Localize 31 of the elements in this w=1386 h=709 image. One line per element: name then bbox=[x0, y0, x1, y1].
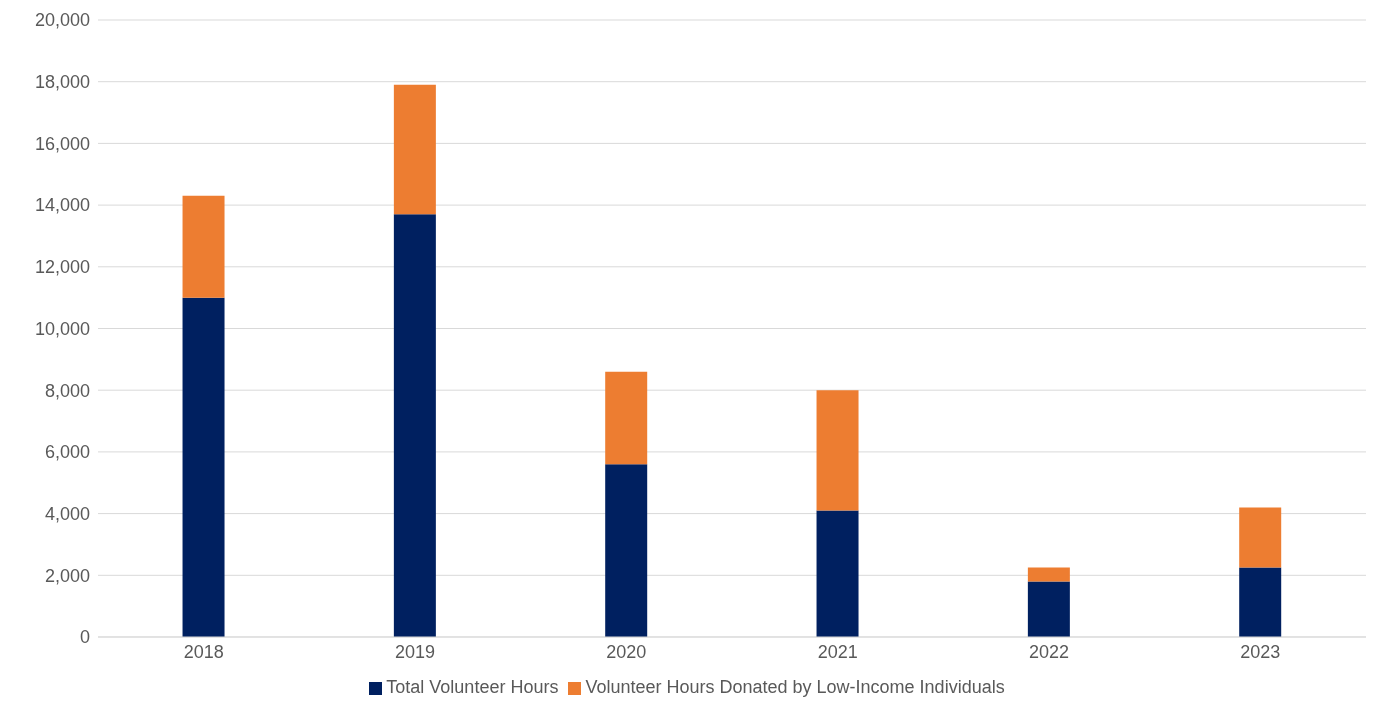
y-tick-label: 6,000 bbox=[44, 442, 90, 463]
y-tick-label: 4,000 bbox=[44, 503, 90, 524]
bar bbox=[182, 195, 225, 298]
y-tick-label: 2,000 bbox=[44, 565, 90, 586]
x-tick-label: 2021 bbox=[817, 641, 858, 662]
x-tick-label: 2020 bbox=[606, 641, 647, 662]
y-tick-label: 18,000 bbox=[34, 72, 90, 93]
x-tick-label: 2023 bbox=[1240, 641, 1281, 662]
bar bbox=[605, 464, 648, 637]
bar bbox=[816, 390, 859, 511]
y-tick-label: 12,000 bbox=[34, 257, 90, 278]
y-tick-label: 0 bbox=[79, 627, 90, 648]
bar bbox=[1239, 567, 1282, 637]
x-tick-label: 2019 bbox=[394, 641, 436, 662]
x-tick-label: 2022 bbox=[1028, 641, 1070, 662]
bar bbox=[393, 214, 436, 637]
bar bbox=[182, 297, 225, 637]
bar bbox=[393, 84, 436, 215]
legend-label: Volunteer Hours Donated by Low-Income Individuals bbox=[585, 677, 1005, 697]
legend-label: Total Volunteer Hours bbox=[386, 677, 559, 697]
bar bbox=[1027, 581, 1070, 637]
bar bbox=[605, 371, 648, 465]
bar bbox=[1027, 567, 1070, 582]
y-tick-label: 16,000 bbox=[34, 133, 90, 154]
y-tick-label: 20,000 bbox=[34, 10, 90, 31]
x-tick-label: 2018 bbox=[183, 641, 224, 662]
bar bbox=[1239, 507, 1282, 568]
y-tick-label: 10,000 bbox=[34, 318, 90, 339]
y-tick-label: 14,000 bbox=[34, 195, 90, 216]
bar bbox=[816, 510, 859, 637]
y-tick-label: 8,000 bbox=[44, 380, 90, 401]
